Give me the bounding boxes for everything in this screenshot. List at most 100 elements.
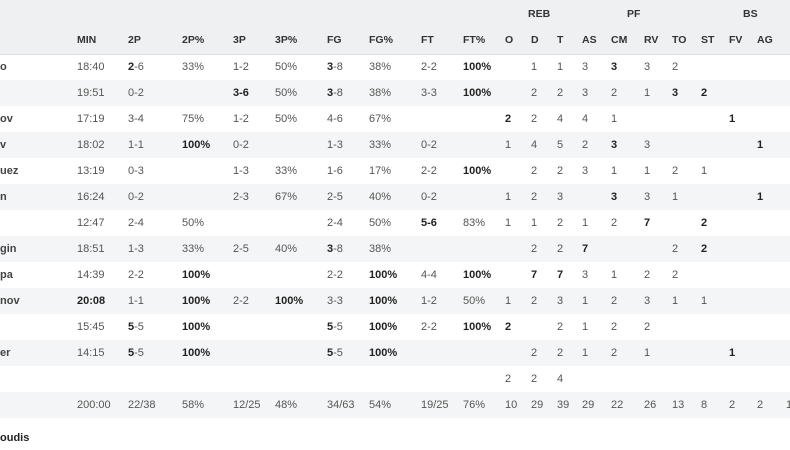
header-reb: REB [528, 8, 551, 20]
cell-as: 1 [582, 217, 589, 229]
cell-pf-rv: 26 [644, 399, 657, 411]
cell-to: 13 [672, 399, 685, 411]
cell-fg: 34/63 [327, 399, 355, 411]
cell-fg-pct: 100% [369, 269, 398, 281]
cell-3p: 3-6 [233, 87, 249, 99]
cell-3p: 2-5 [233, 243, 249, 255]
cell-pf-cm: 1 [611, 269, 618, 281]
header-fg: FG [327, 34, 342, 46]
cell-fg: 5-5 [327, 347, 343, 359]
cell-reb-t: 1 [557, 61, 564, 73]
player-name: uez [0, 165, 19, 177]
cell-2p-pct: 50% [182, 217, 205, 229]
cell-bs-fv: 2 [729, 399, 736, 411]
cell-reb-d: 1 [531, 61, 538, 73]
cell-as: 1 [582, 347, 589, 359]
cell-3p: 2-3 [233, 191, 249, 203]
cell-min: 16:24 [77, 191, 105, 203]
player-row: nov 20:08 1-1 100% 2-2 100% 3-3 100% 1-2 50% 1 2 3 1 2… [0, 288, 790, 314]
player-name: pa [0, 269, 13, 281]
player-row: n 16:24 0-2 2-3 67% 2-5 40% 0-2 1 2 3 3 3 1 1 [0, 184, 790, 210]
cell-pf-rv: 2 [644, 269, 651, 281]
player-row: pa 14:39 2-2 100% 2-2 100% 4-4 100% 7 7 3 1 2 2 [0, 262, 790, 288]
player-row: uez 13:19 0-3 1-3 33% 1-6 17% 2-2 100% 2 2 3 1 1 2 1 [0, 158, 790, 184]
cell-2p-pct: 100% [182, 321, 211, 333]
header-2p: 2P [128, 34, 141, 46]
cell-pf-rv: 3 [644, 61, 651, 73]
cell-pf-cm: 2 [611, 295, 618, 307]
cell-ft: 2-2 [421, 61, 437, 73]
cell-reb-t: 3 [557, 191, 564, 203]
cell-fg: 1-3 [327, 139, 343, 151]
cell-min: 14:39 [77, 269, 105, 281]
cell-min: 20:08 [77, 295, 106, 307]
cell-ft-pct: 83% [463, 217, 486, 229]
player-name: v [0, 139, 7, 151]
cell-reb-d: 2 [531, 165, 538, 177]
cell-as: 3 [582, 61, 589, 73]
cell-to: 3 [672, 87, 679, 99]
cell-reb-d: 4 [531, 139, 538, 151]
cell-reb-t: 2 [557, 243, 564, 255]
cell-reb-o: 2 [505, 113, 512, 125]
cell-min: 19:51 [77, 87, 105, 99]
cell-bs-fv: 1 [729, 113, 736, 125]
cell-ft-pct: 50% [463, 295, 486, 307]
cell-3p-pct: 33% [275, 165, 298, 177]
cell-2p-pct: 58% [182, 399, 205, 411]
cell-2p: 0-3 [128, 165, 144, 177]
cell-reb-t: 3 [557, 295, 564, 307]
cell-bs-ag: 2 [757, 399, 764, 411]
cell-st: 1 [701, 165, 708, 177]
cell-3p: 1-2 [233, 61, 249, 73]
player-name: gin [0, 243, 17, 255]
player-name: o [0, 61, 7, 73]
cell-2p: 0-2 [128, 191, 144, 203]
cell-ft: 0-2 [421, 191, 437, 203]
header-min: MIN [77, 34, 97, 46]
cell-as: 4 [582, 113, 589, 125]
cell-3p: 1-3 [233, 165, 249, 177]
cell-ft: 5-6 [421, 217, 437, 229]
cell-ft: 19/25 [421, 399, 449, 411]
cell-reb-o: 1 [505, 139, 512, 151]
cell-ft: 4-4 [421, 269, 437, 281]
cell-pf-rv: 3 [644, 139, 651, 151]
cell-as: 29 [582, 399, 595, 411]
cell-3p: 2-2 [233, 295, 249, 307]
cell-pf-rv: 3 [644, 191, 651, 203]
cell-fg: 3-3 [327, 295, 343, 307]
cell-pf-cm: 2 [611, 347, 618, 359]
cell-reb-t: 4 [557, 373, 564, 385]
cell-ft: 3-3 [421, 87, 437, 99]
cell-2p: 2-4 [128, 217, 144, 229]
header-bs-ag: AG [757, 34, 773, 46]
cell-fg: 2-2 [327, 269, 343, 281]
header-3p-pct: 3P% [275, 34, 298, 46]
cell-min: 14:15 [77, 347, 105, 359]
cell-3p-pct: 67% [275, 191, 298, 203]
header-ft: FT [421, 34, 434, 46]
cell-3p: 1-2 [233, 113, 249, 125]
cell-ft-pct: 100% [463, 165, 492, 177]
cell-reb-t: 2 [557, 87, 564, 99]
cell-reb-d: 2 [531, 87, 538, 99]
cell-reb-t: 4 [557, 113, 564, 125]
cell-3p-pct: 100% [275, 295, 304, 307]
cell-ft: 0-2 [421, 139, 437, 151]
cell-reb-d: 7 [531, 269, 538, 281]
cell-pf-cm: 2 [611, 217, 618, 229]
player-row: er 14:15 5-5 100% 5-5 100% 2 2 1 2 1 1 [0, 340, 790, 366]
cell-2p: 5-5 [128, 347, 144, 359]
cell-reb-o: 10 [505, 399, 518, 411]
cell-reb-t: 5 [557, 139, 564, 151]
cell-min: 13:19 [77, 165, 105, 177]
cell-2p: 1-1 [128, 139, 144, 151]
cell-reb-t: 39 [557, 399, 570, 411]
cell-reb-t: 2 [557, 321, 564, 333]
cell-2p: 3-4 [128, 113, 144, 125]
cell-st: 2 [701, 217, 708, 229]
cell-pf-cm: 1 [611, 165, 618, 177]
header-2p-pct: 2P% [182, 34, 205, 46]
cell-reb-d: 2 [531, 113, 538, 125]
